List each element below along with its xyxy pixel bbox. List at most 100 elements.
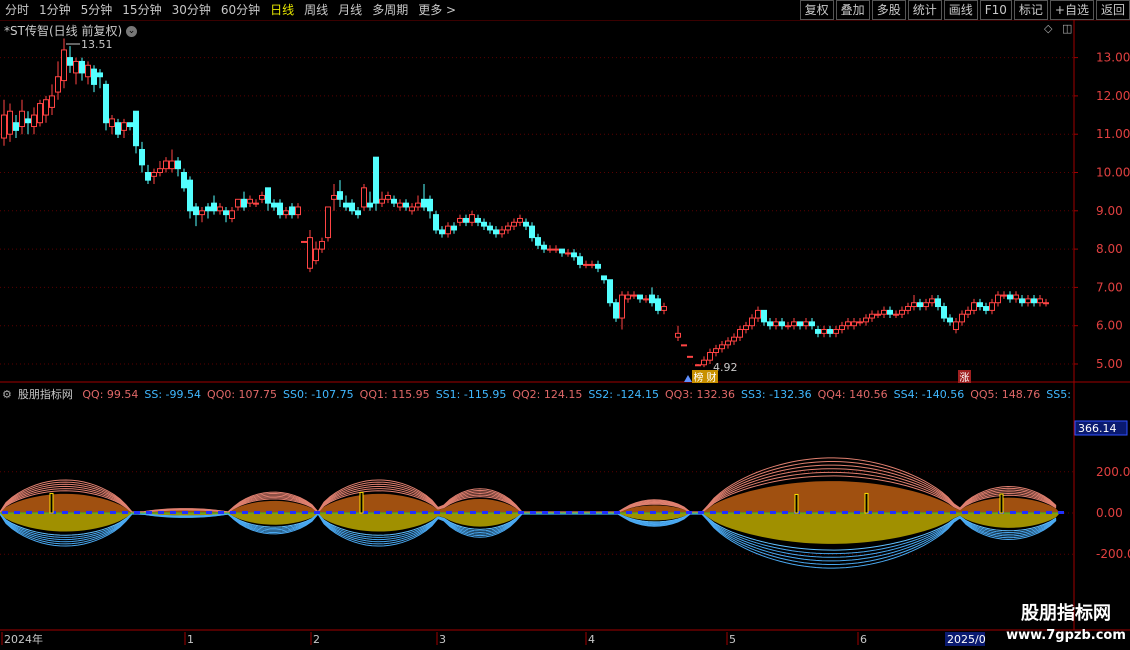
- candle-body: [917, 302, 923, 308]
- candle-body: [737, 329, 743, 338]
- candle-body: [67, 57, 73, 66]
- candle-body: [1, 114, 7, 139]
- candle-body: [157, 168, 163, 173]
- period-toolbar: 分时 1分钟 5分钟 15分钟 30分钟 60分钟 日线 周线 月线 多周期 更多 > 复权 叠加 多股…: [0, 0, 1130, 21]
- candle-body: [259, 194, 265, 200]
- zero-dash: [182, 511, 188, 514]
- zero-dash: [266, 511, 272, 514]
- period-tab[interactable]: 5分钟: [80, 3, 113, 17]
- zero-dash: [230, 511, 236, 514]
- candle-body: [761, 309, 767, 323]
- candle-body: [163, 160, 169, 170]
- candle-body: [145, 172, 151, 181]
- event-marker-bang: [692, 370, 705, 383]
- toolbar-button[interactable]: 复权: [799, 0, 834, 20]
- toolbar-button[interactable]: 画线: [943, 0, 978, 20]
- price-tick-label: 5.00: [1096, 357, 1123, 371]
- period-tab[interactable]: 周线: [304, 3, 329, 17]
- indicator-value: SS3: -132.36: [740, 388, 812, 401]
- stock-title[interactable]: *ST传智(日线 前复权) ⌄: [4, 22, 137, 39]
- current-date-box: [945, 632, 985, 646]
- candle-body: [929, 298, 935, 304]
- candle-body: [229, 210, 235, 219]
- zero-dash: [614, 511, 620, 514]
- watermark-url: www.7gpzb.com: [1006, 628, 1126, 643]
- candle-body: [971, 302, 977, 311]
- candle-body: [115, 122, 121, 135]
- gear-icon[interactable]: ⚙: [2, 388, 12, 401]
- candle-body: [1007, 294, 1013, 300]
- candle-body: [541, 244, 547, 250]
- zero-dash: [842, 511, 848, 514]
- chevron-down-icon[interactable]: ⌄: [125, 26, 137, 37]
- zero-dash: [62, 511, 68, 514]
- zero-dash: [254, 511, 260, 514]
- candle-body: [773, 321, 779, 327]
- zero-dash: [1022, 511, 1028, 514]
- zero-dash: [734, 511, 740, 514]
- period-tab[interactable]: 更多 >: [418, 3, 457, 17]
- candle-body: [911, 302, 917, 308]
- candle-body: [565, 252, 571, 255]
- candle-body: [887, 309, 893, 315]
- candle-body: [589, 263, 595, 266]
- candle-body: [103, 83, 109, 124]
- toolbar-button[interactable]: F10: [979, 0, 1012, 20]
- toolbar-button[interactable]: 返回: [1095, 0, 1130, 20]
- zero-dash: [674, 511, 680, 514]
- period-tab[interactable]: 月线: [338, 3, 363, 17]
- candle-body: [7, 110, 13, 135]
- candle-body: [217, 206, 223, 212]
- zero-dash: [746, 511, 752, 514]
- period-tab[interactable]: 1分钟: [39, 3, 71, 17]
- price-tick-label: 6.00: [1096, 319, 1123, 333]
- period-tab[interactable]: 15分钟: [122, 3, 162, 17]
- zero-dash: [518, 511, 524, 514]
- candle-body: [977, 302, 983, 308]
- candle-body: [487, 225, 493, 231]
- period-tab[interactable]: 60分钟: [220, 3, 261, 17]
- zero-dash: [14, 511, 20, 514]
- site-watermark: 股朋指标网 www.7gpzb.com: [1002, 602, 1130, 650]
- period-tabs: 分时 1分钟 5分钟 15分钟 30分钟 60分钟 日线 周线 月线 多周期 更多 >: [0, 0, 461, 20]
- zero-dash: [74, 511, 80, 514]
- candle-body: [779, 321, 785, 327]
- candle-body: [941, 306, 947, 319]
- collapse-icon[interactable]: ◫: [1061, 22, 1073, 35]
- zero-dash: [458, 511, 464, 514]
- zero-dash: [686, 511, 692, 514]
- candle-body: [851, 321, 857, 327]
- candle-body: [79, 60, 85, 74]
- candle-body: [241, 198, 247, 208]
- candle-body: [223, 210, 229, 216]
- period-tab[interactable]: 多周期: [372, 3, 409, 17]
- period-tab[interactable]: 30分钟: [171, 3, 211, 17]
- candle-body: [893, 313, 899, 316]
- toolbar-button[interactable]: 叠加: [835, 0, 870, 20]
- candle-body: [313, 248, 319, 262]
- candle-body: [613, 302, 619, 319]
- zero-dash: [242, 511, 248, 514]
- toolbar-button[interactable]: 多股: [871, 0, 906, 20]
- toolbar-button[interactable]: +自选: [1049, 0, 1094, 20]
- candle-body: [301, 240, 307, 243]
- period-tab[interactable]: 分时: [5, 3, 30, 17]
- zero-dash: [86, 511, 92, 514]
- candle-body: [325, 206, 331, 239]
- toolbar-button[interactable]: 标记: [1013, 0, 1048, 20]
- candle-body: [701, 359, 707, 366]
- indicator-name[interactable]: 股朋指标网: [17, 388, 73, 401]
- candle-body: [809, 321, 815, 327]
- indicator-value: QQ: 99.54: [82, 388, 139, 401]
- zero-dash: [554, 511, 560, 514]
- diamond-icon[interactable]: ◇: [1044, 22, 1053, 35]
- candle-body: [1019, 298, 1025, 304]
- period-tab[interactable]: 日线: [270, 3, 295, 17]
- up-triangle-icon: [684, 375, 692, 382]
- candle-body: [965, 309, 971, 315]
- candle-body: [409, 206, 415, 212]
- zero-dash: [926, 511, 932, 514]
- candle-body: [655, 298, 661, 311]
- toolbar-button[interactable]: 统计: [907, 0, 942, 20]
